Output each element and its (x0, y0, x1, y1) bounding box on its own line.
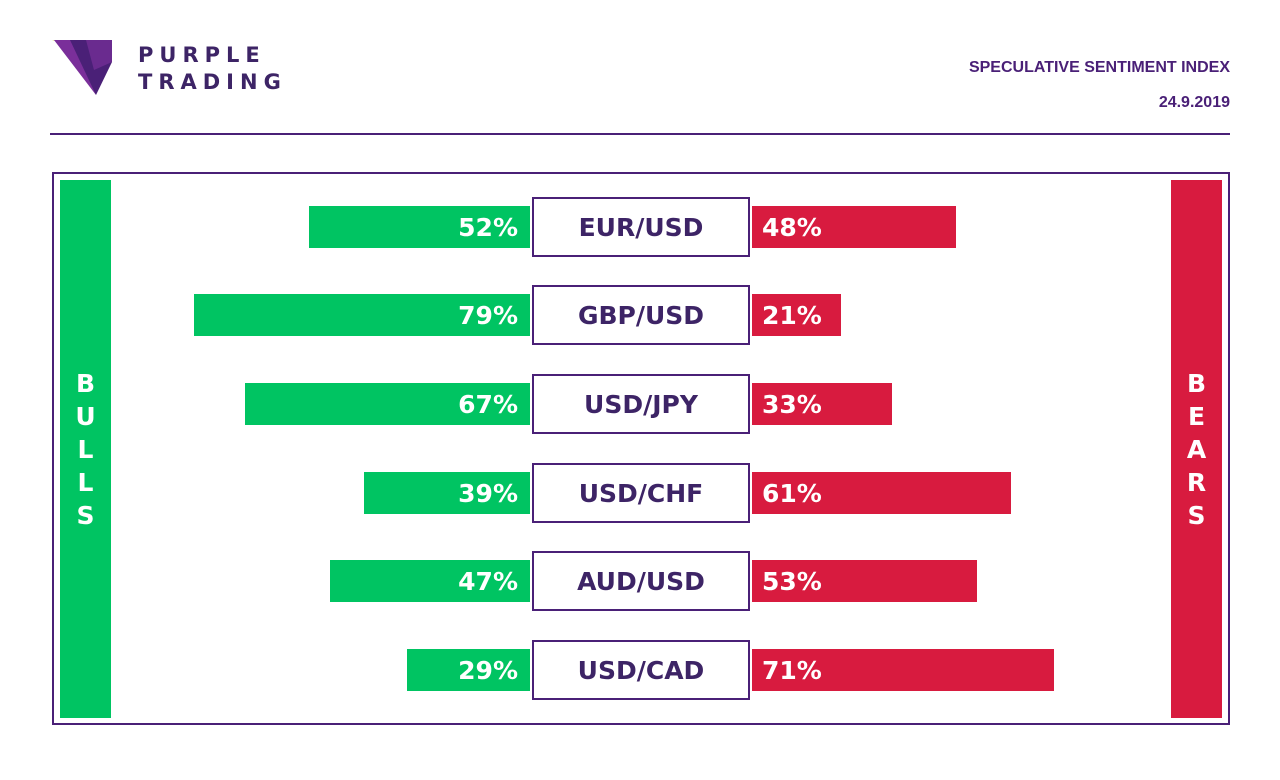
bulls-dotted-edge (111, 180, 113, 718)
sentiment-row: 39% 61% USD/CHF (0, 463, 1280, 523)
bull-bar (309, 206, 530, 248)
page-title: SPECULATIVE SENTIMENT INDEX (968, 59, 1230, 76)
brand-logo: PURPLE TRADING (52, 40, 312, 100)
bull-bar (330, 560, 530, 602)
currency-pair-label: USD/JPY (532, 374, 750, 434)
bull-percent-label: 29% (458, 656, 518, 685)
header-divider (50, 133, 1230, 135)
currency-pair-label: USD/CHF (532, 463, 750, 523)
bear-percent-label: 33% (762, 390, 822, 419)
chart-frame (52, 172, 1230, 725)
sentiment-row: 79% 21% GBP/USD (0, 285, 1280, 345)
bull-percent-label: 67% (458, 390, 518, 419)
report-date: 24.9.2019 (1158, 94, 1230, 111)
purple-trading-logo-icon (52, 40, 112, 95)
bear-percent-label: 71% (762, 656, 822, 685)
bear-bar (752, 560, 977, 602)
bull-percent-label: 39% (458, 479, 518, 508)
brand-line-2: TRADING (138, 70, 287, 94)
sentiment-row: 29% 71% USD/CAD (0, 640, 1280, 700)
brand-line-1: PURPLE (138, 43, 266, 67)
sentiment-row: 52% 48% EUR/USD (0, 197, 1280, 257)
bear-bar (752, 649, 1054, 691)
sentiment-row: 47% 53% AUD/USD (0, 551, 1280, 611)
currency-pair-label: USD/CAD (532, 640, 750, 700)
bear-percent-label: 21% (762, 301, 822, 330)
bull-bar (364, 472, 530, 514)
currency-pair-label: EUR/USD (532, 197, 750, 257)
bear-percent-label: 61% (762, 479, 822, 508)
sentiment-row: 67% 33% USD/JPY (0, 374, 1280, 434)
bull-percent-label: 52% (458, 213, 518, 242)
bull-percent-label: 79% (458, 301, 518, 330)
currency-pair-label: AUD/USD (532, 551, 750, 611)
bull-bar (245, 383, 530, 425)
bear-bar (752, 294, 841, 336)
bears-dotted-edge (1169, 180, 1171, 718)
bear-bar (752, 472, 1011, 514)
currency-pair-label: GBP/USD (532, 285, 750, 345)
bull-percent-label: 47% (458, 567, 518, 596)
bull-bar (407, 649, 530, 691)
bear-percent-label: 53% (762, 567, 822, 596)
bull-bar (194, 294, 530, 336)
brand-name: PURPLE TRADING (138, 42, 287, 96)
bear-bar (752, 206, 956, 248)
bear-percent-label: 48% (762, 213, 822, 242)
bear-bar (752, 383, 892, 425)
